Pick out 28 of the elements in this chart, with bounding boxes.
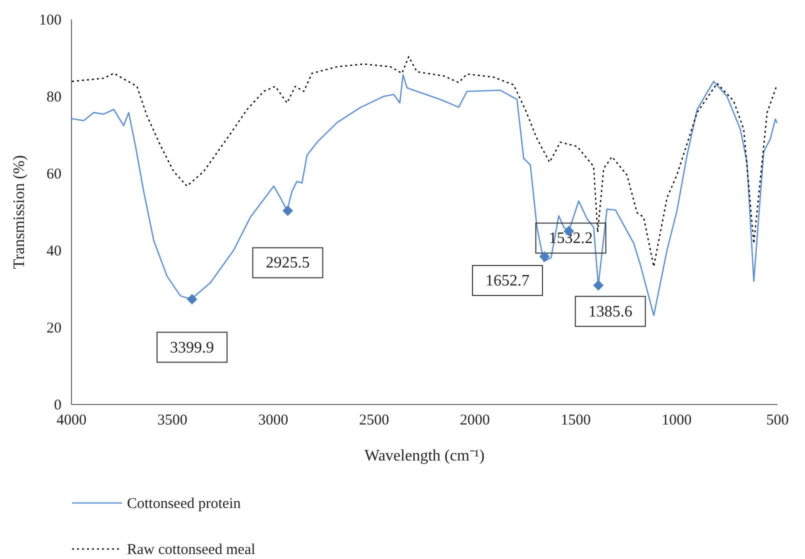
annotation: 3399.9 [170, 339, 214, 356]
x-axis-title: Wavelength (cm⁻¹) [364, 448, 485, 464]
x-tick-label: 2500 [359, 412, 390, 428]
y-tick-label: 60 [46, 166, 62, 182]
legend-label: Raw cottonseed meal [127, 542, 256, 558]
y-tick-label: 20 [46, 320, 62, 336]
y-axis-title: Transmission (%) [11, 155, 28, 269]
x-tick-label: 1000 [662, 412, 692, 428]
y-tick-label: 80 [46, 90, 62, 106]
point [593, 280, 604, 291]
x-tick-label: 500 [766, 412, 789, 428]
y-tick-label: 40 [46, 244, 62, 260]
y-tick-label: 100 [39, 12, 62, 28]
y-tick-label: 0 [54, 398, 62, 414]
point [186, 294, 198, 305]
point [539, 251, 550, 262]
x-tick-label: 2000 [460, 412, 490, 428]
x-tick-label: 1500 [560, 412, 591, 428]
x-tick-label: 3500 [157, 412, 188, 428]
legend-label: Cottonseed protein [127, 496, 242, 512]
x-tick-label: 3000 [258, 412, 288, 428]
annotation: 1652.7 [485, 272, 530, 290]
annotation: 2925.5 [266, 254, 310, 272]
annotation: 1385.6 [588, 303, 632, 320]
line-series [71, 56, 778, 268]
point [282, 205, 293, 216]
line-series [71, 74, 778, 316]
x-tick-label: 4000 [56, 412, 86, 428]
